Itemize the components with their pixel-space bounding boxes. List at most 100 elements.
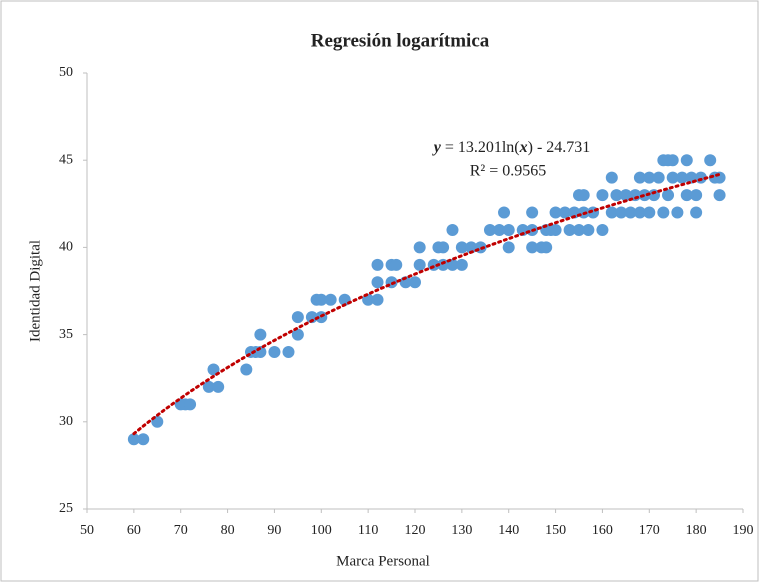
r-squared: R² = 0.9565 <box>470 163 547 180</box>
point <box>605 171 618 184</box>
point <box>137 433 150 446</box>
point <box>291 328 304 341</box>
x-tick-label: 60 <box>127 523 141 538</box>
x-tick-label: 100 <box>311 523 332 538</box>
point <box>315 293 328 306</box>
point <box>676 171 689 184</box>
x-tick-label: 150 <box>545 523 566 538</box>
point <box>305 311 318 324</box>
point <box>465 241 478 254</box>
chart-title: Regresión logarítmica <box>311 30 490 51</box>
point <box>413 258 426 271</box>
trendline <box>132 172 722 436</box>
point <box>240 363 253 376</box>
eq-part: ) - 24.731 <box>528 139 591 156</box>
point <box>291 311 304 324</box>
point <box>526 206 539 219</box>
y-tick-label: 50 <box>59 65 73 80</box>
x-axis-label: Marca Personal <box>336 553 430 569</box>
point <box>455 258 468 271</box>
point <box>184 398 197 411</box>
point <box>713 189 726 202</box>
point <box>624 206 637 219</box>
point <box>540 241 553 254</box>
point <box>671 206 684 219</box>
point <box>582 223 595 236</box>
point <box>268 346 281 359</box>
eq-part: = 13.201ln( <box>441 139 520 156</box>
point <box>549 206 562 219</box>
point <box>212 380 225 393</box>
point <box>633 171 646 184</box>
x-tick-label: 160 <box>592 523 613 538</box>
point <box>558 206 571 219</box>
y-tick-label: 45 <box>59 152 73 167</box>
x-tick-label: 140 <box>498 523 519 538</box>
point <box>207 363 220 376</box>
x-tick-label: 110 <box>358 523 378 538</box>
point <box>437 241 450 254</box>
point <box>680 154 693 167</box>
point <box>577 189 590 202</box>
point <box>713 171 726 184</box>
x-tick-label: 80 <box>221 523 235 538</box>
point <box>282 346 295 359</box>
point <box>413 241 426 254</box>
point <box>254 328 267 341</box>
y-tick-label: 40 <box>59 240 73 255</box>
point <box>563 223 576 236</box>
x-tick-label: 170 <box>639 523 660 538</box>
point <box>202 380 215 393</box>
point <box>549 223 562 236</box>
point <box>610 189 623 202</box>
y-tick-label: 30 <box>59 414 73 429</box>
point <box>526 241 539 254</box>
point <box>127 433 140 446</box>
point <box>657 206 670 219</box>
point <box>324 293 337 306</box>
point <box>437 258 450 271</box>
x-tick-label: 180 <box>686 523 707 538</box>
x-tick-label: 90 <box>267 523 281 538</box>
point <box>690 189 703 202</box>
point <box>502 241 515 254</box>
point <box>446 223 459 236</box>
point <box>596 223 609 236</box>
trend-equation: y = 13.201ln(x) - 24.731 <box>432 139 591 156</box>
x-tick-label: 130 <box>451 523 472 538</box>
point <box>652 171 665 184</box>
point <box>605 206 618 219</box>
point <box>680 189 693 202</box>
point <box>483 223 496 236</box>
point <box>666 171 679 184</box>
point <box>615 206 628 219</box>
point <box>498 206 511 219</box>
eq-part: x <box>519 139 528 156</box>
eq-part: y <box>432 139 442 156</box>
point <box>633 206 646 219</box>
point <box>371 276 384 289</box>
point <box>409 276 421 289</box>
point <box>643 206 656 219</box>
point <box>596 189 609 202</box>
point <box>704 154 717 167</box>
point <box>694 171 707 184</box>
point <box>390 258 403 271</box>
x-tick-label: 70 <box>174 523 188 538</box>
point <box>662 189 675 202</box>
x-tick-label: 120 <box>405 523 426 538</box>
x-tick-label: 190 <box>733 523 754 538</box>
point <box>371 293 384 306</box>
x-tick-label: 50 <box>80 523 94 538</box>
point <box>371 258 384 271</box>
point <box>455 241 468 254</box>
point <box>573 223 585 236</box>
y-tick-label: 35 <box>59 327 73 342</box>
y-axis-label: Identidad Digital <box>27 240 43 342</box>
y-tick-label: 25 <box>59 501 73 516</box>
point <box>647 189 660 202</box>
point <box>690 206 703 219</box>
point <box>643 171 656 184</box>
